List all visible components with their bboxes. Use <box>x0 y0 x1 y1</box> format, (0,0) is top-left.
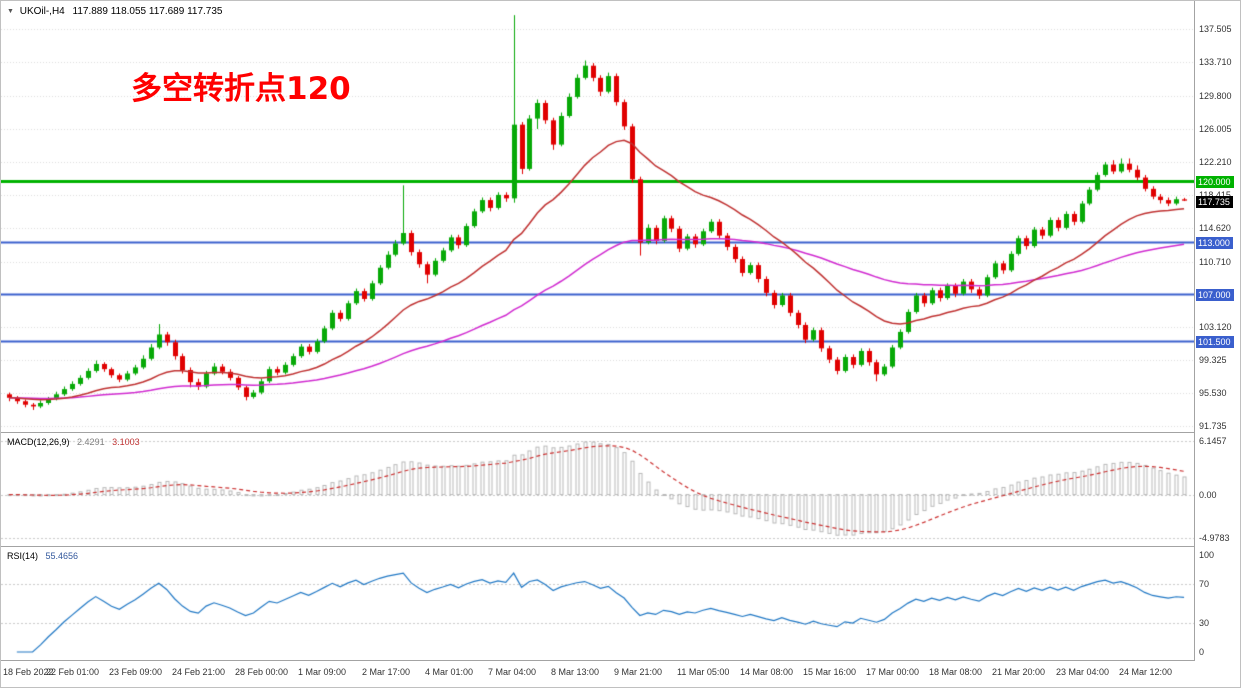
macd-name-label: MACD(12,26,9) <box>7 437 70 447</box>
time-axis-label: 24 Mar 12:00 <box>1119 667 1173 677</box>
time-axis-label: 22 Feb 01:00 <box>46 667 100 677</box>
macd-canvas[interactable] <box>1 433 1194 546</box>
time-axis-label: 28 Feb 00:00 <box>235 667 289 677</box>
macd-header: MACD(12,26,9) 2.4291 3.1003 <box>7 437 140 447</box>
collapse-arrow-icon[interactable]: ▼ <box>7 8 14 15</box>
price-axis-label: 122.210 <box>1199 157 1232 167</box>
price-tag: 117.735 <box>1196 196 1233 208</box>
price-axis[interactable]: 137.505 133.710 129.800 126.005 122.210 118.4… <box>1194 1 1240 661</box>
price-axis-label: 133.710 <box>1199 57 1232 67</box>
time-axis-label: 18 Feb 2022 <box>3 667 54 677</box>
time-axis-label: 23 Mar 04:00 <box>1056 667 1110 677</box>
time-axis-label: 4 Mar 01:00 <box>425 667 474 677</box>
time-axis-label: 23 Feb 09:00 <box>109 667 163 677</box>
price-tag: 120.000 <box>1196 176 1234 188</box>
time-axis-label: 24 Feb 21:00 <box>172 667 226 677</box>
time-axis-label: 17 Mar 00:00 <box>866 667 920 677</box>
price-axis-label: 70 <box>1199 579 1210 589</box>
macd-signal-value: 3.1003 <box>112 437 140 447</box>
rsi-panel[interactable] <box>1 547 1194 661</box>
time-axis-label: 11 Mar 05:00 <box>677 667 730 677</box>
price-axis-label: 118.415 <box>1199 190 1231 200</box>
price-axis-label: 91.735 <box>1199 421 1227 431</box>
time-axis-label: 9 Mar 21:00 <box>614 667 663 677</box>
price-axis-label: 100 <box>1199 550 1215 560</box>
price-tag: 101.500 <box>1196 336 1234 348</box>
macd-main-value: 2.4291 <box>77 437 105 447</box>
main-chart-canvas[interactable] <box>1 1 1194 432</box>
price-axis-label: 103.120 <box>1199 322 1232 332</box>
rsi-header: RSI(14) 55.4656 <box>7 551 78 561</box>
time-axis-label: 2 Mar 17:00 <box>362 667 411 677</box>
price-axis-label: 137.505 <box>1199 24 1232 34</box>
main-chart-panel[interactable] <box>1 1 1194 433</box>
price-axis-label: 95.530 <box>1199 388 1227 398</box>
price-axis-label: -4.9783 <box>1199 533 1230 543</box>
time-axis-label: 8 Mar 13:00 <box>551 667 600 677</box>
price-tag: 113.000 <box>1196 237 1233 249</box>
rsi-value: 55.4656 <box>45 551 79 561</box>
time-axis-label: 14 Mar 08:00 <box>740 667 794 677</box>
price-axis-label: 126.005 <box>1199 124 1232 134</box>
rsi-name-label: RSI(14) <box>7 551 39 561</box>
time-axis-label: 18 Mar 08:00 <box>929 667 983 677</box>
symbol-timeframe-label: UKOil-,H4 <box>19 6 65 17</box>
macd-panel[interactable] <box>1 433 1194 547</box>
price-axis-label: 129.800 <box>1199 91 1232 101</box>
annotation-text[interactable]: 多空转折点120 <box>131 71 351 107</box>
price-tag: 107.000 <box>1196 289 1234 301</box>
rsi-canvas[interactable] <box>1 547 1194 660</box>
time-axis-label: 15 Mar 16:00 <box>803 667 857 677</box>
time-axis-label: 21 Mar 20:00 <box>992 667 1046 677</box>
ohlc-readout: 117.889 118.055 117.689 117.735 <box>72 6 223 17</box>
time-axis-label: 1 Mar 09:00 <box>298 667 347 677</box>
time-axis[interactable]: 18 Feb 2022 22 Feb 01:00 23 Feb 09:00 24 Fe… <box>1 661 1240 687</box>
chart-title: ▼ UKOil-,H4 117.889 118.055 117.689 117.… <box>7 6 222 17</box>
price-axis-label: 0 <box>1199 647 1205 657</box>
price-axis-label: 110.710 <box>1199 257 1231 267</box>
price-axis-label: 99.325 <box>1199 355 1227 365</box>
price-axis-label: 30 <box>1199 618 1210 628</box>
price-axis-label: 6.1457 <box>1199 436 1227 446</box>
price-axis-label: 114.620 <box>1199 223 1231 233</box>
time-axis-label: 7 Mar 04:00 <box>488 667 537 677</box>
price-axis-label: 0.00 <box>1199 490 1217 500</box>
